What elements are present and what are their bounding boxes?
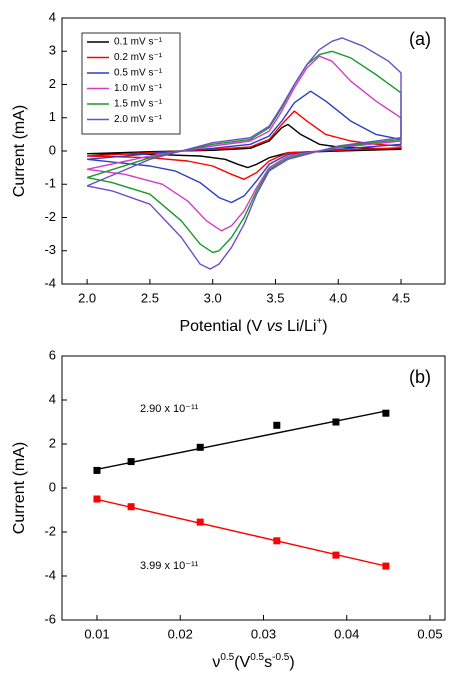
x-axis-label-part: ν bbox=[212, 654, 220, 671]
y-tick-label: -2 bbox=[44, 523, 56, 538]
x-tick-label: 0.03 bbox=[251, 626, 276, 641]
panel-label: (a) bbox=[409, 29, 431, 49]
data-line bbox=[96, 498, 387, 567]
data-line bbox=[96, 410, 387, 470]
data-point bbox=[382, 409, 390, 417]
data-line bbox=[86, 50, 402, 254]
x-tick-label: 2.5 bbox=[141, 290, 159, 305]
data-point bbox=[196, 443, 204, 451]
x-axis-label: Potential (V vs Li/Li+) bbox=[179, 316, 327, 335]
x-axis-label-part: 0.5 bbox=[220, 652, 234, 663]
x-tick-label: 4.5 bbox=[392, 290, 410, 305]
x-axis-label-part: ) bbox=[289, 654, 294, 671]
x-tick-label: 0.01 bbox=[84, 626, 109, 641]
y-tick-label: -1 bbox=[44, 176, 56, 191]
plot-frame bbox=[61, 355, 446, 621]
y-tick-label: 0 bbox=[49, 479, 56, 494]
data-point bbox=[196, 518, 204, 526]
x-axis-label-part: s bbox=[264, 654, 272, 671]
y-tick-label: 0 bbox=[49, 142, 56, 157]
x-tick-label: 3.5 bbox=[266, 290, 284, 305]
x-axis-label: ν0.5(V0.5s-0.5) bbox=[212, 652, 294, 671]
y-tick-label: 2 bbox=[49, 435, 56, 450]
x-axis-label-part: 0.5 bbox=[250, 652, 264, 663]
data-line bbox=[87, 123, 402, 169]
y-tick-label: -2 bbox=[44, 209, 56, 224]
annotation: 3.99 x 10⁻¹¹ bbox=[140, 560, 199, 572]
data-line bbox=[87, 90, 402, 204]
x-tick-label: 0.04 bbox=[334, 626, 359, 641]
y-tick-label: -4 bbox=[44, 275, 56, 290]
x-tick-label: 0.02 bbox=[168, 626, 193, 641]
x-axis-label-part: Potential (V bbox=[179, 318, 266, 335]
y-axis-label: Current (mA) bbox=[11, 442, 28, 534]
x-axis-label-part: -0.5 bbox=[272, 652, 290, 663]
y-axis-label: Current (mA) bbox=[11, 105, 28, 197]
y-tick-label: 3 bbox=[49, 43, 56, 58]
x-tick-label: 3.0 bbox=[204, 290, 222, 305]
x-tick-label: 0.05 bbox=[417, 626, 442, 641]
data-point bbox=[127, 458, 135, 466]
annotation: 2.90 x 10⁻¹¹ bbox=[140, 403, 199, 415]
y-tick-label: 4 bbox=[49, 9, 56, 24]
data-point bbox=[332, 418, 340, 426]
legend-box bbox=[81, 32, 181, 135]
y-tick-label: -3 bbox=[44, 242, 56, 257]
legend-label: 0.2 mV s⁻¹ bbox=[114, 52, 163, 63]
x-tick-label: 4.0 bbox=[329, 290, 347, 305]
x-tick-label: 2.0 bbox=[78, 290, 96, 305]
x-axis-label-part: (V bbox=[234, 654, 250, 671]
x-axis-label-part: Li/Li bbox=[283, 318, 317, 335]
data-line bbox=[86, 37, 402, 270]
legend-label: 0.1 mV s⁻¹ bbox=[114, 37, 163, 48]
data-point bbox=[93, 466, 101, 474]
legend-label: 1.0 mV s⁻¹ bbox=[114, 83, 163, 94]
x-axis-label-part: ) bbox=[322, 318, 327, 335]
legend-label: 0.5 mV s⁻¹ bbox=[114, 68, 163, 79]
y-tick-label: 2 bbox=[49, 76, 56, 91]
x-axis-label-part: + bbox=[316, 316, 322, 327]
data-point bbox=[273, 421, 281, 429]
y-tick-label: -4 bbox=[44, 567, 56, 582]
panel-label: (b) bbox=[409, 367, 431, 387]
legend-label: 2.0 mV s⁻¹ bbox=[114, 114, 163, 125]
data-point bbox=[93, 495, 101, 503]
y-tick-label: 4 bbox=[49, 391, 56, 406]
legend-label: 1.5 mV s⁻¹ bbox=[114, 99, 163, 110]
x-axis-label-part: vs bbox=[267, 318, 283, 335]
y-tick-label: -6 bbox=[44, 611, 56, 626]
data-line bbox=[87, 110, 402, 180]
y-tick-label: 1 bbox=[49, 109, 56, 124]
y-tick-label: 6 bbox=[49, 347, 56, 362]
